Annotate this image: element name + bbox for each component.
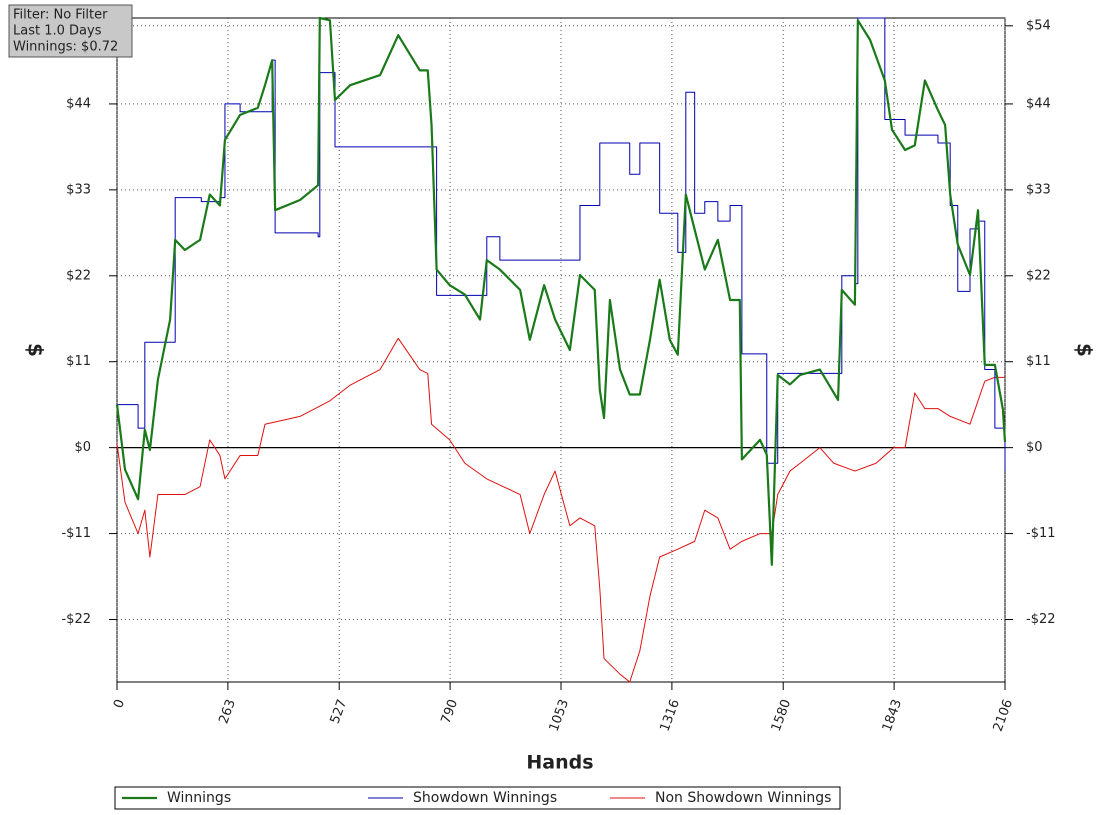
legend <box>114 786 841 810</box>
x-tick-label: 1316 <box>658 697 683 733</box>
x-tick-label: 1580 <box>769 697 794 733</box>
info-text: Winnings: $0.72 <box>13 40 118 55</box>
x-tick-label: 263 <box>216 697 239 725</box>
y-tick-label: $44 <box>66 96 91 111</box>
y2-tick-label: $0 <box>1026 440 1043 455</box>
legend-label: Non Showdown Winnings <box>655 790 831 806</box>
y2-tick-label: -$22 <box>1026 612 1056 627</box>
x-tick-label: 2106 <box>991 697 1016 733</box>
y-tick-label: -$11 <box>61 526 91 541</box>
y2-tick-label: $11 <box>1026 354 1051 369</box>
y-tick-label: -$22 <box>61 612 91 627</box>
y-tick-label: $0 <box>74 440 91 455</box>
info-text: Filter: No Filter <box>13 8 108 23</box>
x-tick-label: 790 <box>439 697 462 725</box>
x-tick-label: 1843 <box>880 697 905 733</box>
y2-tick-label: -$11 <box>1026 526 1056 541</box>
x-tick-label: 527 <box>328 697 351 725</box>
y2-tick-label: $44 <box>1026 96 1051 111</box>
info-box <box>8 4 133 58</box>
y-tick-label: $11 <box>66 354 91 369</box>
x-axis-label: Hands <box>526 752 593 774</box>
series-line <box>115 16 1007 566</box>
info-text: Last 1.0 Days <box>13 24 102 39</box>
y-tick-label: $22 <box>66 268 91 283</box>
y2-tick-label: $33 <box>1026 182 1051 197</box>
x-tick-label: 1053 <box>547 697 572 733</box>
legend-label: Winnings <box>167 790 231 806</box>
series-line <box>116 337 1005 683</box>
y2-tick-label: $54 <box>1026 18 1051 33</box>
x-tick-label: 0 <box>111 697 128 710</box>
y2-axis-label: $ <box>1073 343 1097 357</box>
series-line <box>117 17 1006 472</box>
y-tick-label: $33 <box>66 182 91 197</box>
y2-tick-label: $22 <box>1026 268 1051 283</box>
y-axis-label: $ <box>24 343 48 357</box>
legend-label: Showdown Winnings <box>413 790 557 806</box>
